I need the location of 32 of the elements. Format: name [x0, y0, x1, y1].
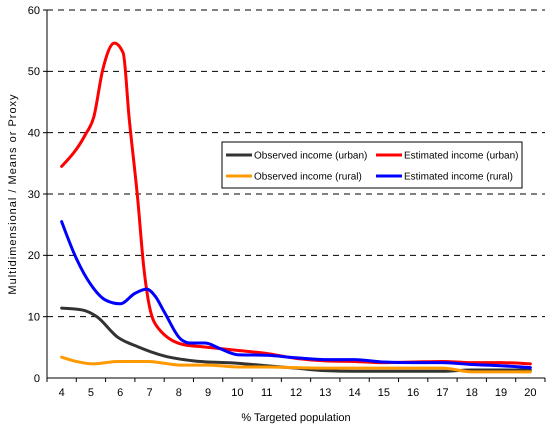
- y-tick-label: 60: [28, 4, 40, 17]
- x-tick-label: 17: [436, 386, 449, 399]
- legend-label: Estimated income (urban): [404, 150, 518, 162]
- x-tick-label: 7: [146, 386, 153, 399]
- legend-label: Observed income (urban): [254, 150, 368, 162]
- y-tick-label: 50: [28, 66, 40, 78]
- y-axis-title: Multidimensional / Means or Proxy: [7, 93, 19, 295]
- x-tick-label: 15: [378, 386, 390, 399]
- x-tick-label: 8: [176, 386, 182, 399]
- y-tick-label: 10: [28, 312, 40, 324]
- x-tick-label: 10: [231, 386, 244, 399]
- line-series: [60, 220, 532, 370]
- legend-label: Estimated income (rural): [404, 172, 513, 182]
- x-tick-label: 6: [117, 386, 124, 399]
- x-axis-title: % Targeted population: [241, 412, 351, 424]
- legend-label: Observed income (rural): [254, 172, 362, 182]
- y-tick-label: 30: [28, 188, 40, 201]
- x-tick-label: 14: [348, 386, 361, 399]
- y-tick-label: 0: [34, 372, 40, 385]
- x-tick-label: 4: [58, 386, 65, 399]
- x-tick-label: 19: [494, 386, 508, 399]
- x-tick-label: 20: [524, 386, 536, 399]
- x-tick-label: 5: [88, 386, 94, 399]
- x-tick-label: 18: [466, 386, 478, 399]
- x-tick-label: 12: [290, 386, 302, 399]
- x-tick-label: 16: [407, 386, 420, 399]
- line-series: [60, 356, 532, 374]
- y-tick-label: 40: [28, 128, 40, 140]
- x-tick-label: 9: [205, 386, 212, 399]
- x-tick-label: 11: [260, 386, 272, 399]
- y-tick-label: 20: [28, 250, 40, 262]
- x-tick-label: 13: [319, 386, 332, 399]
